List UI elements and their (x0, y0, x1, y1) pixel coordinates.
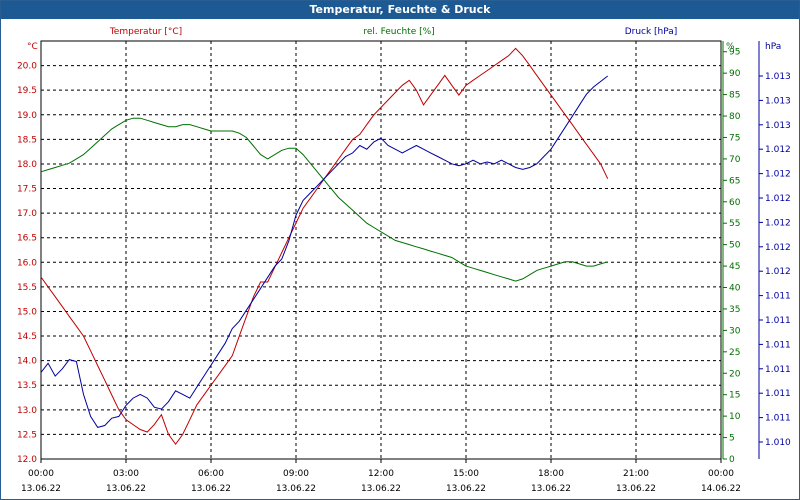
temperature-tick-label: 16.5 (17, 234, 37, 244)
humidity-tick-label: 65 (729, 176, 740, 186)
humidity-tick-label: 90 (729, 69, 741, 79)
humidity-tick-label: 30 (729, 326, 741, 336)
temperature-tick-label: 17.0 (17, 209, 37, 219)
x-tick-time-label: 18:00 (538, 469, 564, 479)
temperature-tick-label: 15.5 (17, 283, 37, 293)
x-tick-time-label: 15:00 (453, 469, 479, 479)
humidity-series-line (40, 117, 608, 282)
humidity-tick-label: 25 (729, 348, 740, 358)
x-tick-date-label: 13.06.22 (21, 484, 61, 494)
x-tick-date-label: 13.06.22 (616, 484, 656, 494)
x-tick-time-label: 00:00 (28, 469, 54, 479)
pressure-tick-label: 1.013 (765, 72, 791, 82)
x-tick-time-label: 09:00 (283, 469, 309, 479)
pressure-tick-label: 1.013 (765, 96, 791, 106)
pressure-legend: Druck [hPa] (625, 27, 678, 37)
chart-title: Temperatur, Feuchte & Druck (1, 1, 799, 19)
humidity-tick-label: 95 (729, 48, 740, 58)
temperature-legend: Temperatur [°C] (109, 27, 182, 37)
humidity-tick-label: 60 (729, 198, 741, 208)
x-tick-time-label: 00:00 (708, 469, 734, 479)
humidity-tick-label: 80 (729, 112, 741, 122)
humidity-tick-label: 45 (729, 262, 740, 272)
pressure-tick-label: 1.011 (765, 365, 791, 375)
temperature-tick-label: 13.5 (17, 381, 37, 391)
temperature-tick-label: 13.0 (17, 406, 37, 416)
temperature-tick-label: 14.0 (17, 357, 37, 367)
humidity-tick-label: 40 (729, 284, 741, 294)
humidity-tick-label: 70 (729, 155, 741, 165)
humidity-tick-label: 20 (729, 369, 741, 379)
pressure-tick-label: 1.011 (765, 340, 791, 350)
x-tick-date-label: 13.06.22 (361, 484, 401, 494)
humidity-tick-label: 85 (729, 91, 740, 101)
humidity-tick-label: 35 (729, 305, 740, 315)
x-tick-date-label: 13.06.22 (191, 484, 231, 494)
humidity-tick-label: 0 (729, 455, 735, 465)
pressure-tick-label: 1.011 (765, 414, 791, 424)
temperature-tick-label: 14.5 (17, 332, 37, 342)
x-tick-time-label: 03:00 (113, 469, 139, 479)
pressure-tick-label: 1.013 (765, 121, 791, 131)
pressure-tick-label: 1.011 (765, 389, 791, 399)
pressure-unit-label: hPa (765, 42, 781, 52)
x-tick-time-label: 06:00 (198, 469, 224, 479)
temperature-tick-label: 12.5 (17, 430, 37, 440)
humidity-legend: rel. Feuchte [%] (363, 27, 434, 37)
temperature-tick-label: 12.0 (17, 455, 37, 465)
humidity-tick-label: 5 (729, 434, 735, 444)
temperature-tick-label: 15.0 (17, 307, 37, 317)
x-tick-time-label: 12:00 (368, 469, 394, 479)
humidity-tick-label: 10 (729, 412, 741, 422)
temperature-tick-label: 16.0 (17, 258, 37, 268)
temperature-tick-label: 20.0 (17, 62, 37, 72)
humidity-tick-label: 15 (729, 391, 740, 401)
humidity-tick-label: 50 (729, 241, 741, 251)
temperature-unit-label: °C (27, 42, 38, 52)
pressure-tick-label: 1.010 (765, 438, 791, 448)
humidity-tick-label: 55 (729, 219, 740, 229)
x-tick-date-label: 13.06.22 (446, 484, 486, 494)
pressure-tick-label: 1.012 (765, 243, 791, 253)
temperature-tick-label: 19.0 (17, 111, 37, 121)
pressure-tick-label: 1.012 (765, 170, 791, 180)
x-tick-date-label: 14.06.22 (701, 484, 741, 494)
temperature-tick-label: 17.5 (17, 185, 37, 195)
x-tick-date-label: 13.06.22 (276, 484, 316, 494)
pressure-tick-label: 1.011 (765, 316, 791, 326)
x-tick-date-label: 13.06.22 (106, 484, 146, 494)
temperature-tick-label: 18.0 (17, 160, 37, 170)
x-tick-date-label: 13.06.22 (531, 484, 571, 494)
humidity-unit-label: % (726, 42, 735, 52)
pressure-series-line (40, 75, 609, 428)
pressure-tick-label: 1.012 (765, 218, 791, 228)
temperature-tick-label: 19.5 (17, 86, 37, 96)
pressure-tick-label: 1.012 (765, 145, 791, 155)
temperature-tick-label: 18.5 (17, 135, 37, 145)
humidity-tick-label: 75 (729, 133, 740, 143)
pressure-tick-label: 1.012 (765, 267, 791, 277)
pressure-tick-label: 1.011 (765, 292, 791, 302)
x-tick-time-label: 21:00 (623, 469, 649, 479)
pressure-tick-label: 1.012 (765, 194, 791, 204)
